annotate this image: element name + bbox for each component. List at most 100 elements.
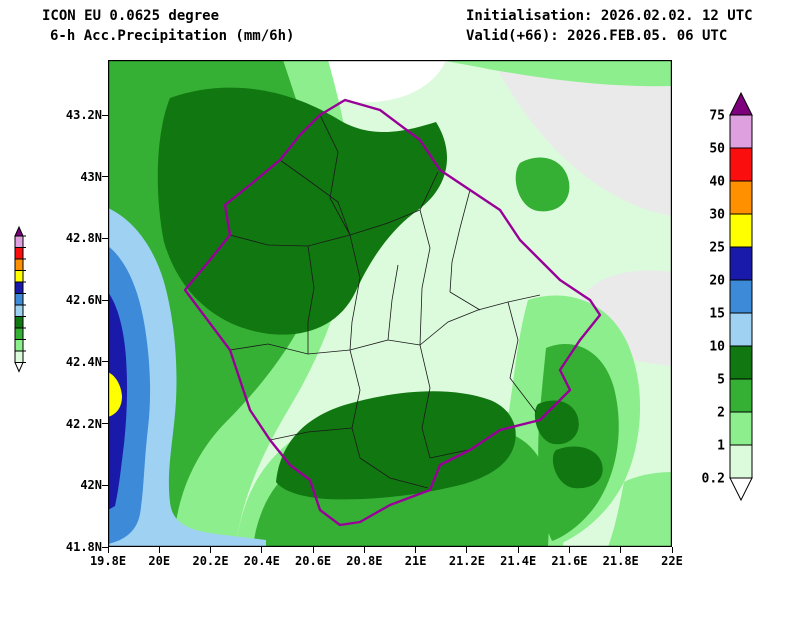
y-axis-tick-label: 42N	[80, 478, 102, 493]
legend-arrow-bottom	[729, 477, 753, 502]
y-axis-tick-label: 42.2N	[65, 416, 102, 431]
model-title: ICON EU 0.0625 degree	[42, 8, 220, 24]
precip-band-5	[534, 400, 579, 445]
y-axis-tick-label: 43N	[80, 169, 102, 184]
legend-level-label: 40	[709, 175, 725, 190]
x-axis-tick-mark	[517, 547, 519, 553]
map-frame-border	[108, 60, 672, 547]
legend-level-label: 0.2	[702, 472, 725, 487]
legend-color-box	[14, 258, 24, 271]
legend-color-box	[729, 345, 753, 380]
y-axis-tick-mark	[102, 423, 108, 425]
x-axis-tick-mark	[158, 547, 160, 553]
init-time: Initialisation: 2026.02.02. 12 UTC	[466, 8, 753, 24]
legend-arrow-bottom	[14, 362, 24, 373]
legend-color-box	[729, 114, 753, 149]
legend-color-box	[729, 312, 753, 347]
mini-colorbar	[12, 224, 32, 374]
mini-colorbar-svg	[14, 225, 26, 373]
legend-level-label: 25	[709, 241, 725, 256]
legend-level-label: 15	[709, 307, 725, 322]
legend-color-box	[729, 213, 753, 248]
x-axis-tick-mark	[107, 547, 109, 553]
legend-color-box	[14, 270, 24, 283]
x-axis-tick-label: 20.6E	[295, 554, 332, 568]
precip-band-5	[157, 87, 448, 335]
country-border	[183, 98, 602, 527]
precip-band-1	[608, 472, 672, 547]
precip-band-2	[515, 157, 570, 212]
legend-color-box	[14, 304, 24, 317]
y-axis-tick-mark	[102, 114, 108, 116]
legend-color-box	[14, 316, 24, 329]
map-area	[108, 60, 672, 547]
x-axis-tick-mark	[415, 547, 417, 553]
legend-color-box	[14, 339, 24, 352]
y-axis-tick-mark	[102, 361, 108, 363]
precip-band-5	[552, 446, 603, 489]
product-title: 6-h Acc.Precipitation (mm/6h)	[50, 28, 295, 44]
legend-color-box	[729, 147, 753, 182]
legend-color-box	[729, 378, 753, 413]
x-axis-tick-label: 19.8E	[89, 554, 127, 568]
color-legend-svg: 75 50 40 30 25 20 15 10 5 2 1 0.2	[702, 91, 753, 502]
precip-band-5	[276, 391, 516, 500]
x-axis-tick-mark	[620, 547, 622, 553]
x-axis-tick-mark	[363, 547, 365, 553]
legend-level-label: 20	[709, 274, 725, 289]
color-legend: 75 50 40 30 25 20 15 10 5 2 1 0.2	[698, 85, 760, 517]
x-axis-tick-label: 21.6E	[551, 554, 588, 568]
y-axis-tick-label: 42.6N	[65, 293, 102, 308]
x-axis-tick-mark	[312, 547, 314, 553]
y-axis-tick-mark	[102, 299, 108, 301]
x-axis-tick-mark	[466, 547, 468, 553]
legend-level-label: 10	[709, 340, 725, 355]
legend-arrow-top	[14, 225, 24, 237]
x-axis-tick-mark	[568, 547, 570, 553]
legend-level-label: 30	[709, 208, 725, 223]
valid-time: Valid(+66): 2026.FEB.05. 06 UTC	[466, 28, 728, 44]
legend-color-box	[14, 247, 24, 260]
x-axis-tick-label: 20.2E	[192, 554, 229, 568]
y-axis-tick-mark	[102, 546, 108, 548]
legend-color-box	[729, 444, 753, 479]
legend-level-label: 2	[717, 406, 725, 421]
x-axis-tick-label: 20E	[148, 554, 171, 568]
legend-color-box	[729, 246, 753, 281]
legend-color-box	[729, 180, 753, 215]
x-axis-tick-label: 21.8E	[602, 554, 639, 568]
y-axis-tick-mark	[102, 484, 108, 486]
y-axis-tick-mark	[102, 237, 108, 239]
precip-band-25	[108, 372, 122, 417]
legend-color-box	[729, 411, 753, 446]
legend-color-box	[14, 327, 24, 340]
precip-band-1	[443, 60, 672, 87]
y-axis-tick-label: 41.8N	[65, 540, 102, 554]
x-axis-tick-mark	[210, 547, 212, 553]
x-axis-tick-mark	[261, 547, 263, 553]
x-axis-tick-label: 22E	[661, 554, 683, 568]
legend-color-box	[14, 281, 24, 294]
precip-band-10	[108, 208, 266, 547]
legend-level-label: 50	[709, 142, 725, 157]
x-axis-tick-label: 21E	[404, 554, 427, 568]
precipitation-map	[108, 60, 672, 547]
legend-color-box	[14, 350, 24, 363]
y-axis-tick-label: 42.4N	[65, 354, 102, 369]
x-axis-tick-label: 21.4E	[500, 554, 537, 568]
legend-level-label: 1	[717, 439, 725, 454]
y-axis-tick-label: 42.8N	[65, 231, 102, 246]
x-axis-tick-label: 20.4E	[243, 554, 280, 568]
x-axis-tick-label: 21.2E	[448, 554, 485, 568]
x-axis-tick-mark	[671, 547, 673, 553]
legend-arrow-top	[729, 91, 753, 116]
precip-band-2	[538, 344, 619, 541]
legend-color-box	[729, 279, 753, 314]
x-axis-tick-label: 20.8E	[346, 554, 383, 568]
legend-level-label: 75	[709, 109, 725, 124]
y-axis-tick-mark	[102, 176, 108, 178]
legend-level-label: 5	[717, 373, 725, 388]
legend-color-box	[14, 293, 24, 306]
admin-boundaries	[229, 114, 541, 489]
